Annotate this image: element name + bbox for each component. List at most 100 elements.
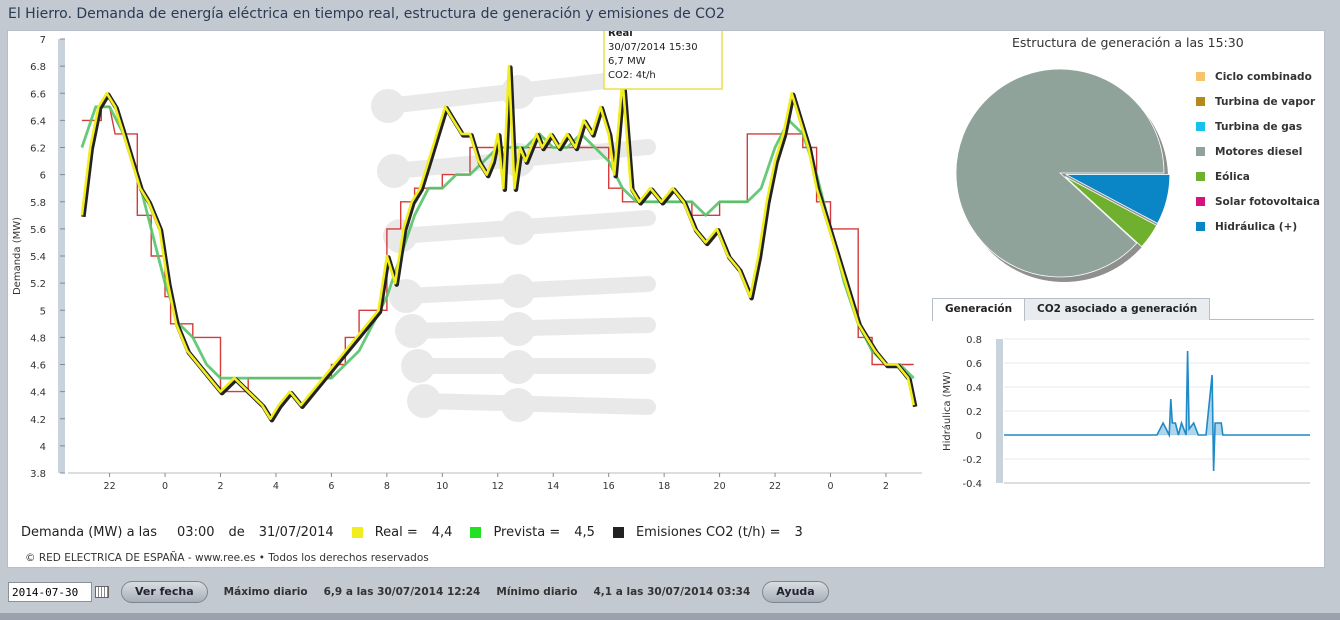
watermark-dot (501, 350, 535, 384)
y-tick-label: 4.2 (30, 415, 46, 426)
emisiones-label: Emisiones CO2 (t/h) = (635, 525, 781, 540)
x-tick-label: 20 (714, 481, 726, 492)
hydro-y-tick-label: 0.8 (966, 335, 982, 346)
legend-item[interactable]: Turbina de gas (1196, 114, 1320, 139)
x-tick-label: 2 (217, 481, 223, 492)
hydro-y-tick-label: 0.4 (966, 383, 982, 394)
watermark-dot (501, 274, 535, 308)
prevista-value: 4,5 (574, 525, 595, 540)
real-label: Real = (374, 525, 418, 540)
legend-item[interactable]: Ciclo combinado (1196, 64, 1320, 89)
legend-label: Turbina de vapor (1215, 95, 1316, 108)
legend-label: Ciclo combinado (1215, 70, 1312, 83)
date-input[interactable] (8, 582, 92, 602)
y-tick-label: 5 (40, 306, 46, 317)
emisiones-value: 3 (794, 525, 803, 540)
y-tick-label: 5.8 (30, 198, 46, 209)
pie-slice-e-lica (1064, 176, 1158, 248)
page-title: El Hierro. Demanda de energía eléctrica … (8, 6, 725, 22)
prevista-label: Prevista = (493, 525, 561, 540)
hydro-y-tick-label: 0.6 (966, 359, 982, 370)
x-tick-label: 12 (492, 481, 504, 492)
legend-label: Motores diesel (1215, 145, 1303, 158)
watermark-bar (416, 393, 656, 415)
legend-swatch (1196, 222, 1205, 231)
legend-swatch (1196, 172, 1205, 181)
hydro-chart[interactable]: 0.8 0.6 0.4 0.2 0 -0.2 -0.4 Hidráulica (MW) (932, 325, 1322, 495)
x-tick-label: 22 (104, 481, 116, 492)
y-tick-label: 4.6 (30, 361, 46, 372)
series-real-line (80, 64, 915, 420)
copyright: © RED ELECTRICA DE ESPAÑA - www.ree.es •… (25, 552, 429, 564)
generation-pie[interactable] (948, 61, 1188, 301)
max-value: 6,9 a las 30/07/2014 12:24 (323, 586, 481, 598)
y-tick-label: 5.6 (30, 225, 46, 236)
legend-label: Turbina de gas (1215, 120, 1303, 133)
y-tick-label: 6.8 (30, 62, 46, 73)
summary-label: Demanda (MW) a las (21, 525, 158, 540)
tooltip-title: Real (608, 31, 633, 39)
demand-chart[interactable]: 7 6.8 6.6 6.4 6.2 6 5.8 5.6 5.4 5.2 5 4.8 4.6 4.4 4.2 4… (8, 31, 928, 521)
y-tick-label: 6.2 (30, 144, 46, 155)
legend-item[interactable]: Turbina de vapor (1196, 89, 1320, 114)
legend-item[interactable]: Hidráulica (+) (1196, 214, 1320, 239)
pie-slice-motores-diesel (955, 68, 1165, 278)
hydro-y-axis-bar (996, 339, 1003, 483)
watermark-bar (404, 317, 656, 339)
y-tick-label: 5.4 (30, 252, 46, 263)
watermark-dot (383, 219, 417, 253)
max-label: Máximo diario (223, 586, 308, 598)
x-tick-label: 22 (769, 481, 781, 492)
bottom-divider (0, 613, 1340, 620)
x-tick-label: 4 (273, 481, 279, 492)
x-tick-label: 6 (328, 481, 334, 492)
tooltip-date: 30/07/2014 15:30 (608, 42, 698, 53)
y-tick-label: 4.4 (30, 388, 46, 399)
legend-swatch (1196, 122, 1205, 131)
calendar-icon[interactable] (95, 586, 109, 598)
pie-slice-hidr-ulica- (1065, 174, 1171, 224)
y-tick-label: 6.6 (30, 89, 46, 100)
legend-swatch (1196, 72, 1205, 81)
watermark-dot (371, 89, 405, 123)
x-tick-label: 8 (384, 481, 390, 492)
summary-de: de (228, 525, 245, 540)
x-tick-label: 10 (436, 481, 448, 492)
series-programada-line (81, 106, 914, 393)
legend-item[interactable]: Solar fotovoltaica (1196, 189, 1320, 214)
ayuda-button[interactable]: Ayuda (762, 581, 829, 603)
tooltip: Real 30/07/2014 15:30 6,7 MW CO2: 4t/h (603, 31, 723, 90)
hydro-line (1004, 350, 1310, 472)
hydro-y-tick-label: 0 (976, 431, 982, 442)
emisiones-swatch (612, 527, 624, 538)
watermark-logo (371, 68, 656, 422)
real-value: 4,4 (431, 525, 453, 540)
legend-item[interactable]: Motores diesel (1196, 139, 1320, 164)
legend-label: Eólica (1215, 170, 1250, 183)
watermark-dot (389, 279, 423, 313)
y-tick-label: 5.2 (30, 279, 46, 290)
watermark-bar (398, 276, 656, 304)
watermark-dot (501, 388, 535, 422)
y-axis-title: Demanda (MW) (12, 217, 23, 295)
series-real-shadow (81, 65, 918, 423)
tab-co2[interactable]: CO2 asociado a generación (1024, 298, 1211, 320)
tab-generacion[interactable]: Generación (932, 298, 1026, 321)
watermark-dot (501, 211, 535, 245)
summary-line: Demanda (MW) a las 03:00 de 31/07/2014 R… (21, 525, 817, 540)
tooltip-value: 6,7 MW (608, 56, 646, 67)
y-tick-label: 6.4 (30, 116, 46, 127)
hydro-y-tick-label: -0.4 (962, 479, 982, 490)
pie-legend: Ciclo combinado Turbina de vapor Turbina d… (1196, 64, 1320, 239)
watermark-dot (395, 314, 429, 348)
watermark-bar (392, 210, 656, 244)
y-tick-label: 6 (40, 171, 46, 182)
prevista-swatch (470, 527, 482, 538)
legend-item[interactable]: Eólica (1196, 164, 1320, 189)
bottom-toolbar: Ver fecha Máximo diario 6,9 a las 30/07/… (0, 572, 1340, 612)
min-label: Mínimo diario (496, 586, 578, 598)
legend-swatch (1196, 147, 1205, 156)
ver-fecha-button[interactable]: Ver fecha (121, 581, 208, 603)
watermark-dot (407, 384, 441, 418)
x-tick-label: 16 (603, 481, 615, 492)
